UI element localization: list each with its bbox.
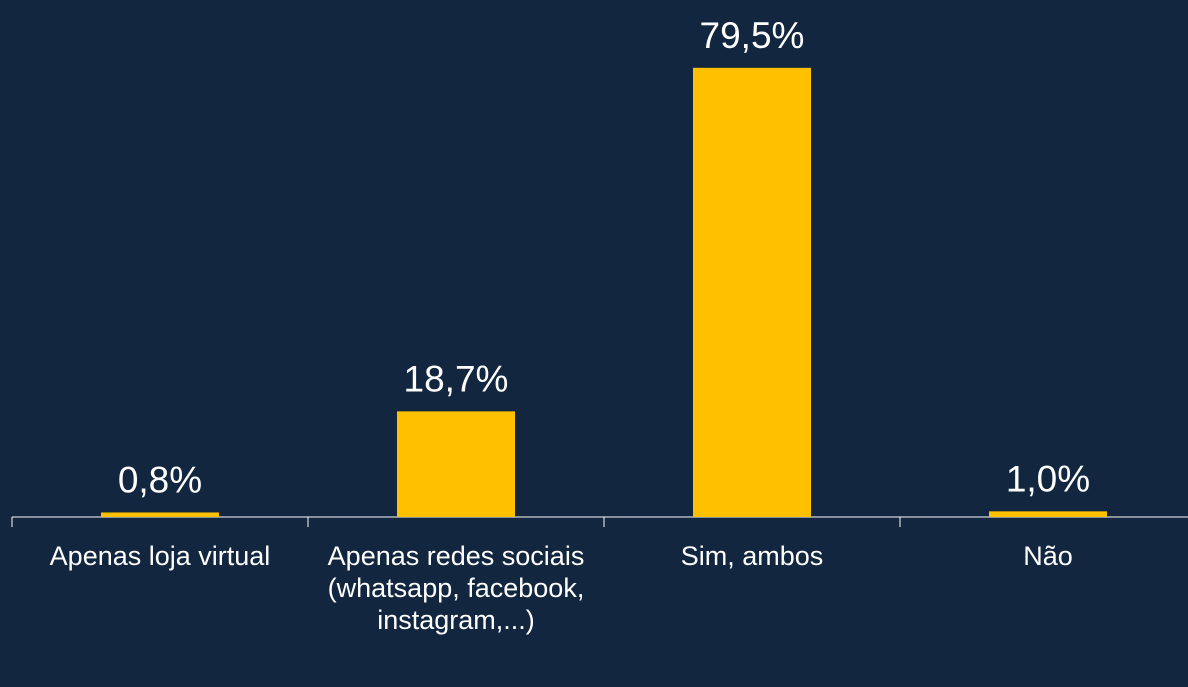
value-label: 18,7% xyxy=(404,358,509,399)
value-label: 79,5% xyxy=(700,15,805,56)
bar xyxy=(989,511,1107,517)
x-tick-label: Sim, ambos xyxy=(680,541,824,571)
x-tick-label: Apenas loja virtual xyxy=(49,541,271,571)
bar xyxy=(693,67,811,517)
value-label: 0,8% xyxy=(118,459,202,500)
bar xyxy=(101,512,219,517)
bar xyxy=(397,411,515,517)
x-tick-label: Não xyxy=(1023,541,1073,571)
x-tick-label: Apenas redes sociais (whatsapp, facebook… xyxy=(327,541,585,635)
value-label: 1,0% xyxy=(1006,458,1090,499)
